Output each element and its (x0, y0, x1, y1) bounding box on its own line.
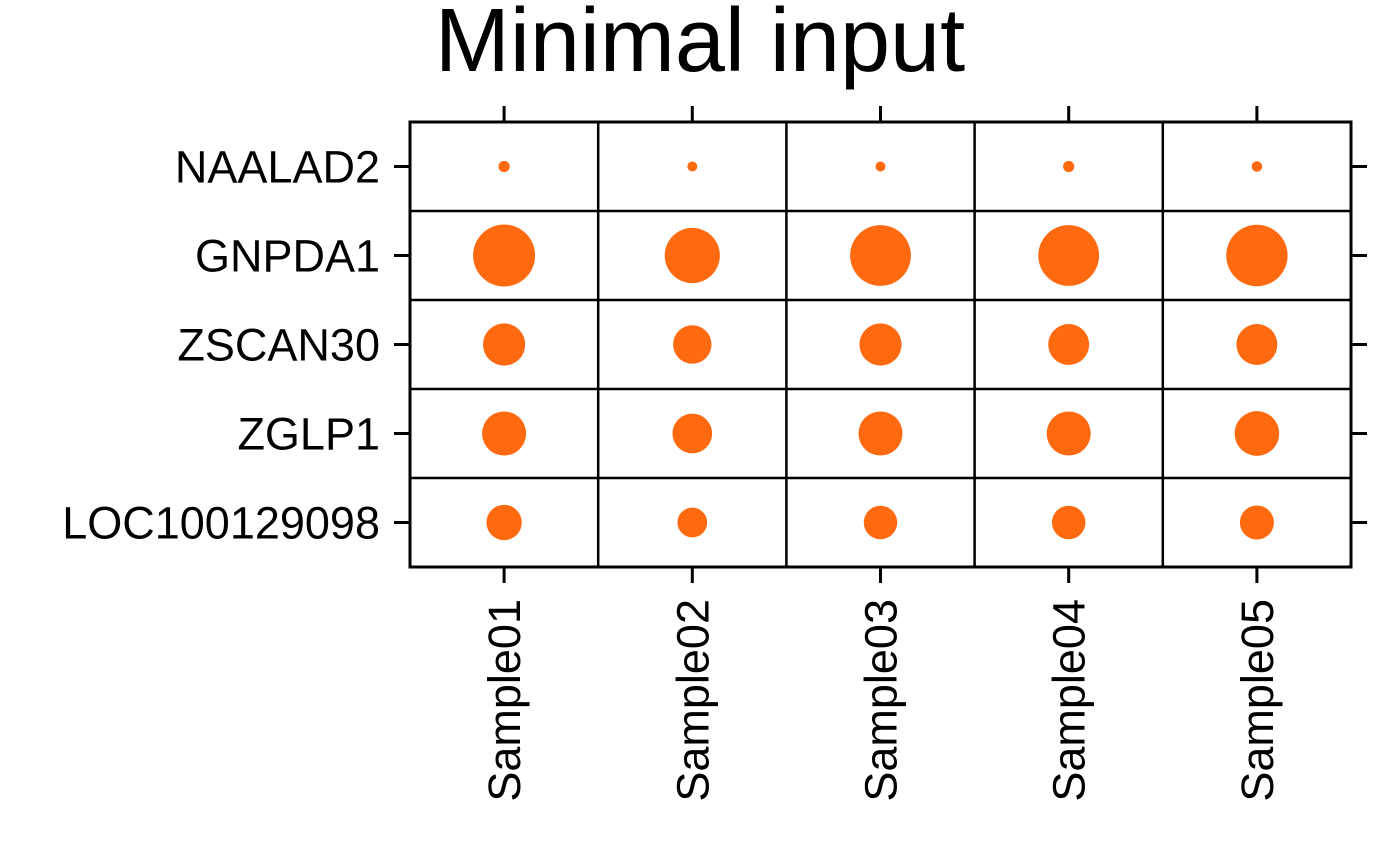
dot-naalad2-sample04 (1063, 160, 1075, 173)
dot-loc100129098-sample05 (1239, 505, 1274, 540)
column-label: Sample03 (856, 599, 907, 802)
dot-naalad2-sample01 (498, 160, 510, 173)
column-label: Sample05 (1232, 599, 1283, 802)
column-label: Sample02 (667, 599, 718, 802)
row-label: LOC100129098 (62, 498, 380, 549)
dot-loc100129098-sample04 (1051, 505, 1086, 540)
column-label: Sample01 (479, 599, 530, 802)
row-labels: NAALAD2 GNPDA1 ZSCAN30 ZGLP1 LOC100129098 (62, 142, 380, 549)
dot-naalad2-sample02 (687, 161, 698, 172)
row-label: NAALAD2 (175, 142, 380, 193)
dot-zglp1-sample02 (672, 413, 713, 454)
row-label: ZGLP1 (237, 409, 380, 460)
dot-naalad2-sample03 (875, 161, 886, 172)
column-label: Sample04 (1044, 599, 1095, 802)
chart-title: Minimal input (435, 0, 965, 91)
dot-gnpda1-sample04 (1038, 225, 1100, 286)
dot-loc100129098-sample03 (863, 505, 898, 540)
dot-zglp1-sample04 (1046, 411, 1091, 456)
row-label: GNPDA1 (195, 231, 380, 282)
dot-zscan30-sample03 (859, 323, 902, 366)
row-label: ZSCAN30 (177, 320, 380, 371)
dot-gnpda1-sample02 (664, 227, 720, 284)
grid-layer (394, 106, 1367, 583)
dot-zscan30-sample01 (483, 323, 526, 366)
dot-zglp1-sample01 (482, 411, 527, 456)
dot-gnpda1-sample01 (473, 224, 536, 287)
dot-loc100129098-sample01 (486, 504, 522, 541)
column-labels: Sample01 Sample02 Sample03 Sample04 Sample05 (479, 599, 1283, 802)
dots-layer (473, 160, 1288, 541)
dot-gnpda1-sample05 (1226, 224, 1288, 287)
dot-zscan30-sample04 (1048, 324, 1090, 365)
dot-gnpda1-sample03 (850, 225, 911, 286)
dot-zglp1-sample03 (858, 411, 903, 456)
dot-zglp1-sample05 (1234, 411, 1280, 456)
dot-loc100129098-sample02 (677, 507, 708, 538)
dot-naalad2-sample05 (1251, 161, 1263, 172)
dot-zscan30-sample05 (1236, 324, 1278, 365)
dot-zscan30-sample02 (673, 325, 712, 364)
